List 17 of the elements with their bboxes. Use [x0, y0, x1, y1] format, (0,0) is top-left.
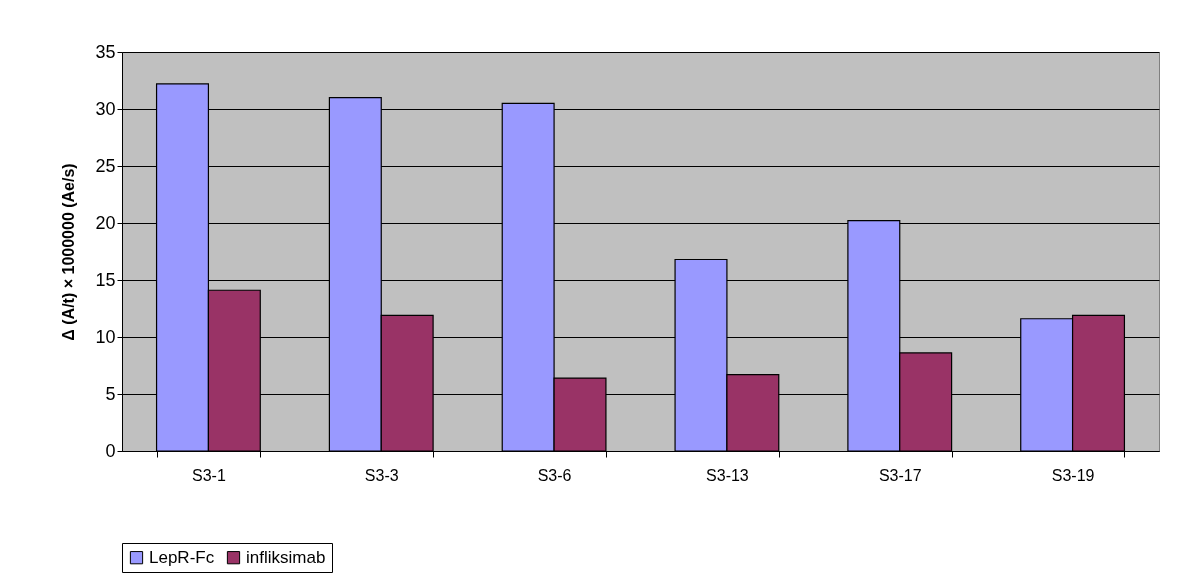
- y-tick-label: 30: [95, 98, 116, 119]
- y-tick-label: 0: [105, 440, 116, 461]
- y-tick-label: 15: [95, 269, 116, 290]
- y-axis-title: Δ (A/t) × 1000000 (Ae/s): [60, 163, 78, 341]
- x-tick-label: S3-13: [706, 466, 749, 484]
- y-tick-label: 20: [95, 212, 116, 233]
- y-tick-label: 25: [95, 155, 116, 176]
- legend-label: infliksimab: [246, 547, 326, 567]
- y-tick-label: 10: [95, 326, 116, 347]
- x-tick-label: S3-6: [537, 466, 572, 484]
- x-tick-label: S3-19: [1051, 466, 1095, 484]
- x-tick-label: S3-17: [878, 466, 922, 484]
- x-tick-label: S3-3: [364, 466, 399, 484]
- legend-label: LepR-Fc: [149, 547, 215, 567]
- y-tick-label: 35: [95, 41, 116, 62]
- x-tick-label: S3-1: [192, 466, 226, 484]
- y-tick-label: 5: [105, 383, 116, 404]
